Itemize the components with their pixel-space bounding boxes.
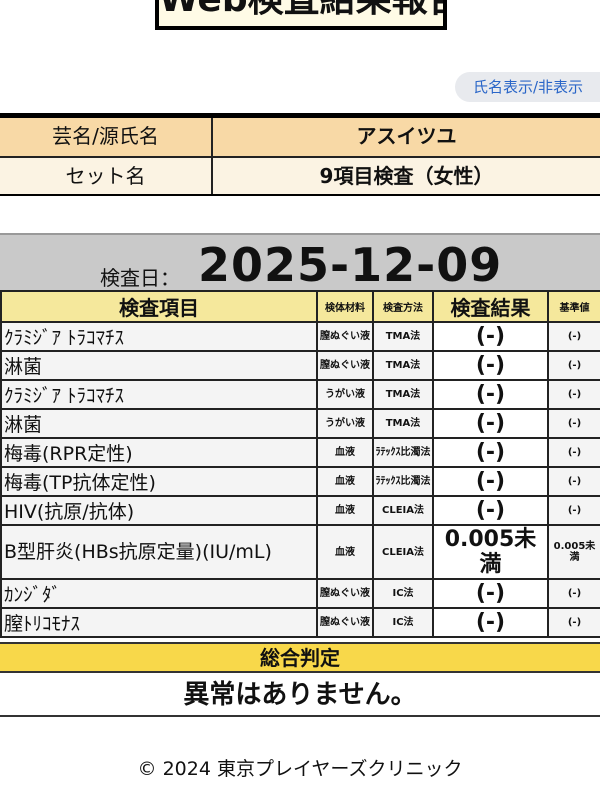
cell-item: 梅毒(TP抗体定性) — [0, 466, 318, 497]
cell-item: B型肝炎(HBs抗原定量)(IU/mL) — [0, 524, 318, 580]
cell-reference: (-) — [547, 495, 600, 526]
name-value: アスイツユ — [356, 124, 457, 148]
table-row: 膣ﾄﾘｺﾓﾅｽ 膣ぬぐい液 IC法 (-) (-) — [0, 607, 600, 638]
cell-method: CLEIA法 — [372, 495, 434, 526]
date-band — [0, 233, 600, 291]
cell-item: ｶﾝｼﾞﾀﾞ — [0, 578, 318, 609]
cell-material: 膣ぬぐい液 — [316, 578, 374, 609]
cell-method: IC法 — [372, 578, 434, 609]
cell-reference: (-) — [547, 408, 600, 439]
info-row-set: セット名 9項目検査（女性） — [0, 156, 600, 194]
cell-method: IC法 — [372, 607, 434, 638]
set-label: セット名 — [0, 158, 213, 194]
table-row: 淋菌 膣ぬぐい液 TMA法 (-) (-) — [0, 350, 600, 381]
cell-reference: (-) — [547, 321, 600, 352]
table-row: ｶﾝｼﾞﾀﾞ 膣ぬぐい液 IC法 (-) (-) — [0, 578, 600, 609]
table-row: B型肝炎(HBs抗原定量)(IU/mL) 血液 CLEIA法 0.005未満 0.005… — [0, 524, 600, 580]
cell-method: CLEIA法 — [372, 524, 434, 580]
cell-material: 血液 — [316, 524, 374, 580]
cell-item: ｸﾗﾐｼﾞｱ ﾄﾗｺﾏﾁｽ — [0, 379, 318, 410]
name-toggle-button[interactable]: 氏名表示/非表示 — [455, 72, 600, 102]
cell-material: 膣ぬぐい液 — [316, 321, 374, 352]
cell-reference: (-) — [547, 578, 600, 609]
cell-result: (-) — [432, 379, 549, 410]
table-row: 梅毒(TP抗体定性) 血液 ﾗﾃｯｸｽ比濁法 (-) (-) — [0, 466, 600, 497]
header-reference: 基準値 — [547, 290, 600, 323]
table-row: HIV(抗原/抗体) 血液 CLEIA法 (-) (-) — [0, 495, 600, 526]
cell-item: 淋菌 — [0, 408, 318, 439]
results-table: 検査項目 検体材料 検査方法 検査結果 基準値 ｸﾗﾐｼﾞｱ ﾄﾗｺﾏﾁｽ 膣ぬぐ… — [0, 290, 600, 638]
cell-material: 血液 — [316, 495, 374, 526]
cell-item: ｸﾗﾐｼﾞｱ ﾄﾗｺﾏﾁｽ — [0, 321, 318, 352]
cell-result: 0.005未満 — [432, 524, 549, 580]
cell-reference: (-) — [547, 607, 600, 638]
cell-method: TMA法 — [372, 350, 434, 381]
cell-result: (-) — [432, 578, 549, 609]
table-row: ｸﾗﾐｼﾞｱ ﾄﾗｺﾏﾁｽ 膣ぬぐい液 TMA法 (-) (-) — [0, 321, 600, 352]
cell-result: (-) — [432, 350, 549, 381]
info-table: 芸名/源氏名 アスイツユ セット名 9項目検査（女性） — [0, 113, 600, 196]
page-title: Web検査結果報告 — [155, 0, 447, 30]
table-row: ｸﾗﾐｼﾞｱ ﾄﾗｺﾏﾁｽ うがい液 TMA法 (-) (-) — [0, 379, 600, 410]
cell-result: (-) — [432, 437, 549, 468]
cell-item: HIV(抗原/抗体) — [0, 495, 318, 526]
table-row: 梅毒(RPR定性) 血液 ﾗﾃｯｸｽ比濁法 (-) (-) — [0, 437, 600, 468]
cell-result: (-) — [432, 466, 549, 497]
cell-method: TMA法 — [372, 379, 434, 410]
name-label: 芸名/源氏名 — [0, 118, 213, 156]
exam-date-label: 検査日： — [100, 266, 180, 290]
cell-material: 膣ぬぐい液 — [316, 350, 374, 381]
cell-item: 淋菌 — [0, 350, 318, 381]
header-item: 検査項目 — [0, 290, 318, 323]
info-row-name: 芸名/源氏名 アスイツユ — [0, 118, 600, 156]
cell-result: (-) — [432, 607, 549, 638]
exam-date-value: 2025-12-09 — [198, 238, 503, 292]
cell-method: TMA法 — [372, 408, 434, 439]
judgement-label: 総合判定 — [0, 642, 600, 673]
cell-reference: (-) — [547, 350, 600, 381]
cell-reference: (-) — [547, 437, 600, 468]
header-method: 検査方法 — [372, 290, 434, 323]
cell-result: (-) — [432, 321, 549, 352]
cell-method: ﾗﾃｯｸｽ比濁法 — [372, 437, 434, 468]
header-material: 検体材料 — [316, 290, 374, 323]
cell-material: うがい液 — [316, 379, 374, 410]
cell-result: (-) — [432, 408, 549, 439]
cell-item: 膣ﾄﾘｺﾓﾅｽ — [0, 607, 318, 638]
cell-method: ﾗﾃｯｸｽ比濁法 — [372, 466, 434, 497]
set-value: 9項目検査（女性） — [319, 164, 494, 188]
table-header-row: 検査項目 検体材料 検査方法 検査結果 基準値 — [0, 290, 600, 323]
footer-copyright: © 2024 東京プレイヤーズクリニック — [137, 758, 463, 780]
cell-result: (-) — [432, 495, 549, 526]
header-result: 検査結果 — [432, 290, 549, 323]
cell-reference: 0.005未満 — [547, 524, 600, 580]
cell-material: うがい液 — [316, 408, 374, 439]
cell-reference: (-) — [547, 466, 600, 497]
cell-method: TMA法 — [372, 321, 434, 352]
cell-material: 血液 — [316, 437, 374, 468]
cell-material: 血液 — [316, 466, 374, 497]
cell-reference: (-) — [547, 379, 600, 410]
table-row: 淋菌 うがい液 TMA法 (-) (-) — [0, 408, 600, 439]
cell-item: 梅毒(RPR定性) — [0, 437, 318, 468]
cell-material: 膣ぬぐい液 — [316, 607, 374, 638]
judgement-value: 異常はありません。 — [0, 673, 600, 717]
